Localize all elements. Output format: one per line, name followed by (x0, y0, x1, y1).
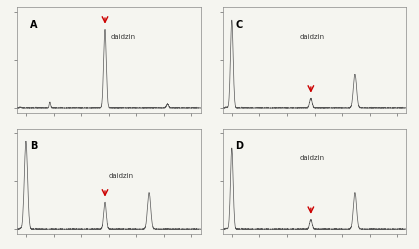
Text: C: C (235, 20, 243, 30)
Text: B: B (30, 141, 37, 151)
Text: daidzin: daidzin (111, 34, 136, 40)
Text: daidzin: daidzin (300, 155, 325, 161)
Text: daidzin: daidzin (109, 173, 134, 179)
Text: daidzin: daidzin (300, 34, 325, 40)
Text: D: D (235, 141, 243, 151)
Text: A: A (30, 20, 37, 30)
